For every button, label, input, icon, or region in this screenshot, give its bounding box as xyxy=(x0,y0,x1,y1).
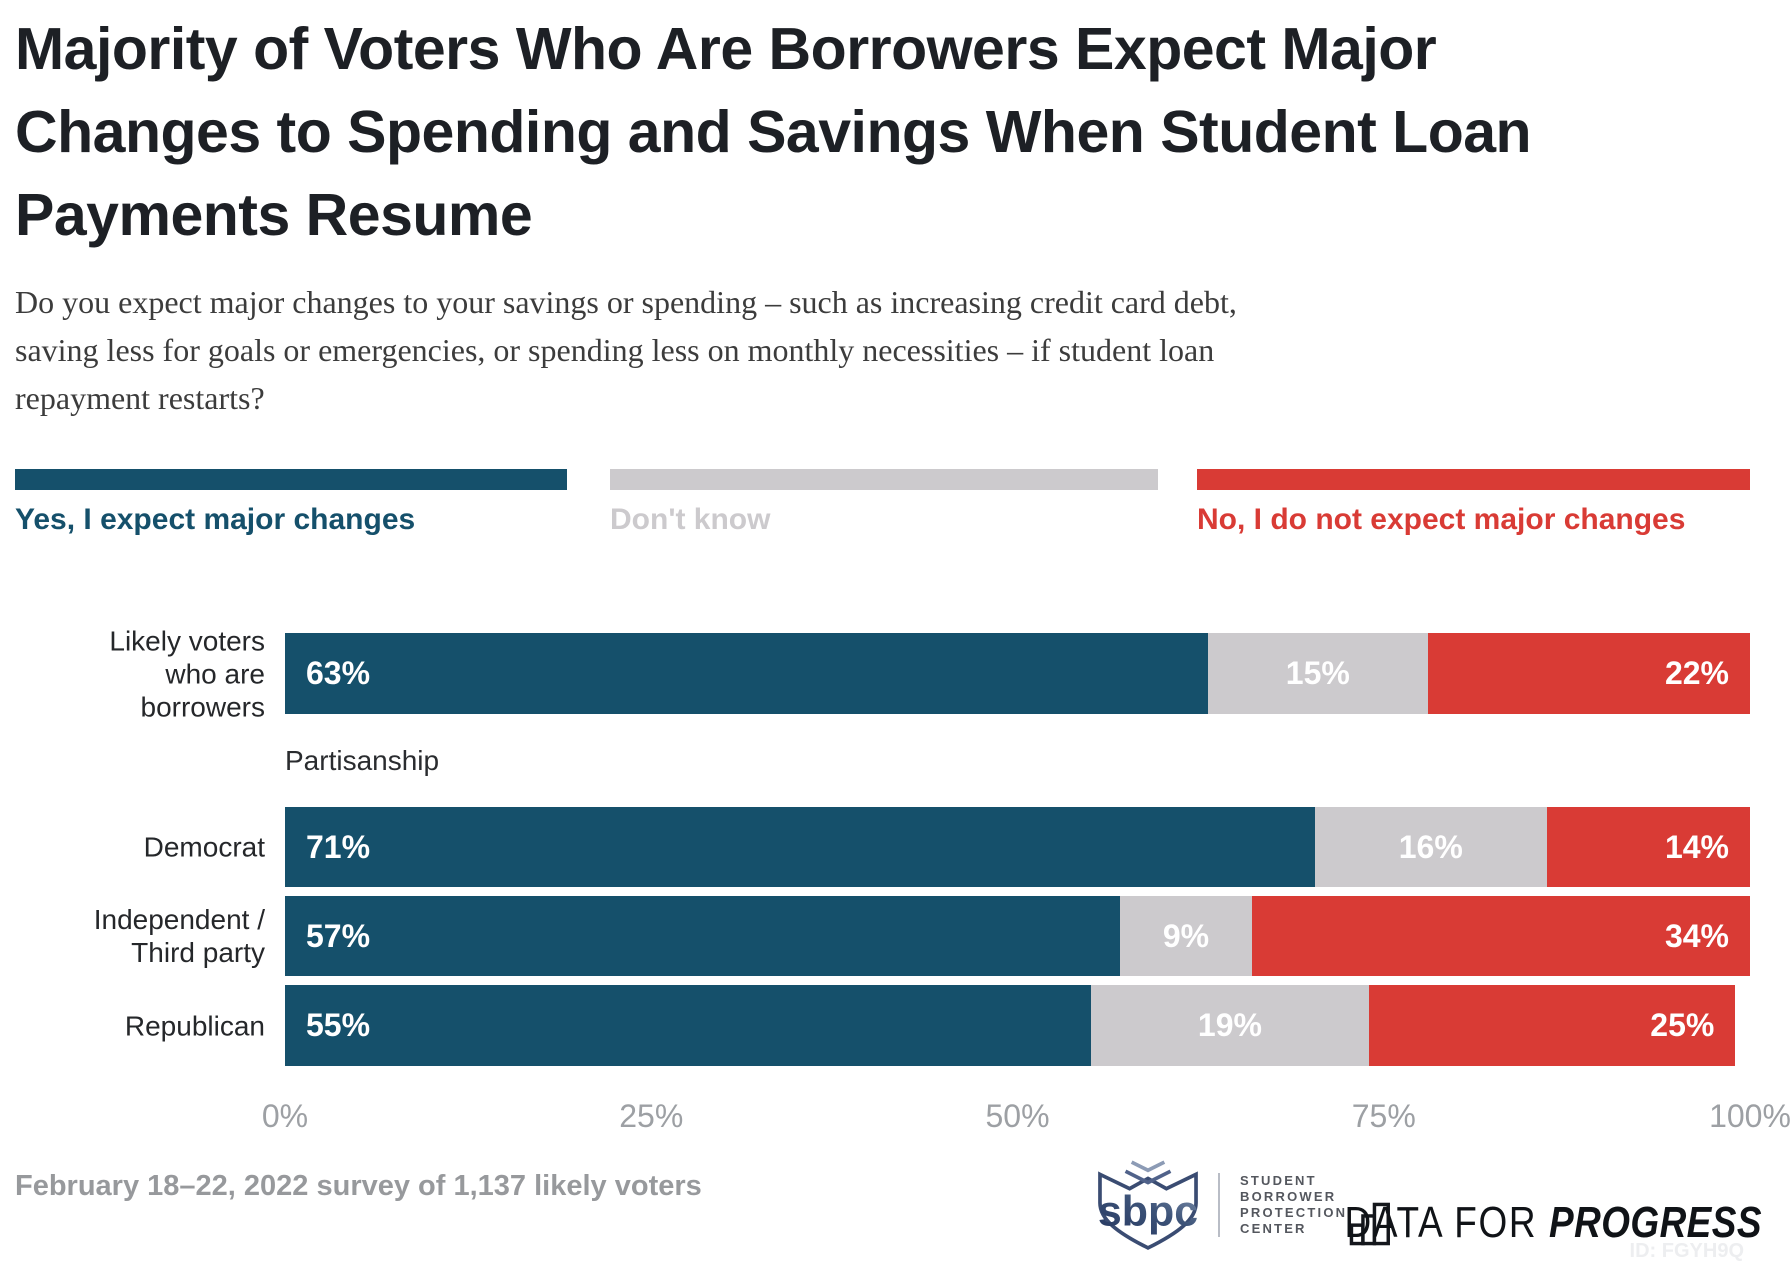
dfp-barchart-icon xyxy=(1349,1202,1390,1246)
bar-value-label: 14% xyxy=(1664,828,1729,865)
legend-item-dont-know: Don't know xyxy=(610,469,1158,537)
bar-value-label: 9% xyxy=(1162,917,1210,954)
sbpc-shield-icon: sbpc xyxy=(1098,1160,1198,1250)
bar-value-label: 34% xyxy=(1664,917,1729,954)
bar-value-label: 57% xyxy=(306,917,371,954)
sbpc-org-name: STUDENT BORROWER PROTECTION CENTER xyxy=(1240,1173,1347,1237)
legend-swatch-dont-know xyxy=(610,469,1158,490)
chart-title: Majority of Voters Who Are Borrowers Exp… xyxy=(15,8,1715,257)
bar-value-label: 22% xyxy=(1664,655,1729,691)
x-axis-tick: 25% xyxy=(619,1098,684,1134)
dfp-logo-bold: PROGRESS xyxy=(1549,1198,1762,1247)
legend-item-no: No, I do not expect major changes xyxy=(1197,469,1750,537)
bar-segment: 55% xyxy=(285,985,1091,1066)
category-label: Independent / Third party xyxy=(93,904,265,968)
legend-swatch-no xyxy=(1197,469,1750,490)
logo-divider xyxy=(1218,1173,1220,1237)
section-label-partisanship: Partisanship xyxy=(285,745,440,776)
legend-item-yes: Yes, I expect major changes xyxy=(15,469,567,537)
dfp-logo-prefix: DATA FOR xyxy=(1344,1198,1538,1247)
dfp-logo: DATA FOR PROGRESS xyxy=(1345,1198,1762,1248)
category-label: Republican xyxy=(124,1010,265,1041)
bar-value-label: 25% xyxy=(1650,1007,1715,1043)
chart-id-tag: ID: FGYH9Q xyxy=(1629,1240,1744,1262)
bar-segment: 9% xyxy=(1120,896,1252,976)
bar-segment: 25% xyxy=(1369,985,1736,1066)
bar-value-label: 55% xyxy=(306,1007,371,1043)
chart-title-line: Majority of Voters Who Are Borrowers Exp… xyxy=(15,16,1437,82)
chart-subtitle-line: saving less for goals or emergencies, or… xyxy=(15,332,1215,368)
bar-segment: 14% xyxy=(1546,807,1750,887)
bar-segment: 63% xyxy=(285,633,1208,714)
legend-label-no: No, I do not expect major changes xyxy=(1197,503,1686,536)
bar-segment: 71% xyxy=(285,807,1315,887)
sbpc-org-name-line: CENTER xyxy=(1240,1221,1307,1236)
bar-value-label: 63% xyxy=(306,655,371,691)
chart-subtitle-line: Do you expect major changes to your savi… xyxy=(15,284,1237,320)
x-axis-tick: 100% xyxy=(1709,1098,1790,1134)
bar-value-label: 16% xyxy=(1398,828,1463,865)
chart-row: Likely voters who are borrowers 63% 15% 22% xyxy=(0,625,1790,722)
bar-value-label: 15% xyxy=(1285,655,1350,691)
bar-segment: 57% xyxy=(285,896,1121,976)
x-axis-tick: 50% xyxy=(985,1098,1050,1134)
stacked-bar: 57% 9% 34% xyxy=(285,896,1750,976)
bar-segment: 19% xyxy=(1090,985,1370,1066)
chart-row: Democrat 71% 16% 14% xyxy=(0,807,1790,887)
sbpc-org-name-line: BORROWER xyxy=(1240,1189,1337,1204)
survey-note: February 18–22, 2022 survey of 1,137 lik… xyxy=(15,1170,702,1202)
bar-segment: 34% xyxy=(1251,896,1750,976)
chart-subtitle: Do you expect major changes to your savi… xyxy=(15,278,1715,422)
x-axis-tick: 0% xyxy=(261,1098,309,1134)
stacked-bar: 71% 16% 14% xyxy=(285,807,1750,887)
category-label: Democrat xyxy=(143,831,265,863)
legend-label-dont-know: Don't know xyxy=(610,503,771,536)
stacked-bar: 63% 15% 22% xyxy=(285,633,1750,714)
bar-segment: 16% xyxy=(1314,807,1547,887)
stacked-bar: 55% 19% 25% xyxy=(285,985,1750,1066)
chart-row: Independent / Third party 57% 9% 34% xyxy=(0,896,1790,976)
bar-value-label: 19% xyxy=(1197,1007,1262,1043)
sbpc-org-name-line: STUDENT xyxy=(1240,1173,1317,1188)
chart-subtitle-line: repayment restarts? xyxy=(15,380,265,416)
x-axis-tick: 75% xyxy=(1351,1098,1416,1134)
legend-swatch-yes xyxy=(15,469,567,490)
bar-value-label: 71% xyxy=(306,828,371,865)
chart-title-line: Changes to Spending and Savings When Stu… xyxy=(15,99,1532,165)
bar-chart-rows: Likely voters who are borrowers 63% 15% 22% De… xyxy=(0,625,1790,1066)
sbpc-logo: sbpc STUDENT BORROWER PROTECTION CENTER xyxy=(1094,1158,1347,1252)
bar-segment: 22% xyxy=(1427,633,1750,714)
chart-title-line: Payments Resume xyxy=(15,182,533,248)
bar-segment: 15% xyxy=(1207,633,1428,714)
sbpc-org-name-line: PROTECTION xyxy=(1240,1205,1348,1220)
sbpc-wordmark: sbpc xyxy=(1098,1187,1198,1235)
category-label: Likely voters who are borrowers xyxy=(109,625,265,722)
chart-row: Republican 55% 19% 25% xyxy=(0,985,1790,1066)
x-axis: 0% 25% 50% 75% 100% xyxy=(262,1098,1790,1138)
legend-label-yes: Yes, I expect major changes xyxy=(15,503,416,536)
